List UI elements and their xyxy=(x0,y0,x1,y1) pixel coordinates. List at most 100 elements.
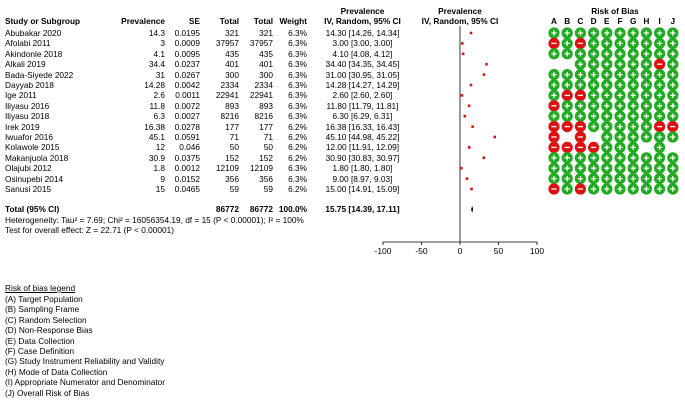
plus-icon xyxy=(604,40,610,46)
study-se: 0.0072 xyxy=(174,100,200,111)
total-ci: 15.75 [14.39, 17.11] xyxy=(325,204,400,215)
plus-icon xyxy=(551,92,557,98)
plus-icon xyxy=(564,82,570,88)
plus-icon xyxy=(657,40,663,46)
study-ci: 4.10 [4.08, 4.12] xyxy=(332,48,393,59)
plus-icon xyxy=(564,165,570,171)
study-weight: 6.3% xyxy=(288,111,307,122)
plus-icon xyxy=(564,103,570,109)
plus-icon xyxy=(630,51,636,57)
study-prevalence: 4.1 xyxy=(153,48,165,59)
study-ci: 14.28 [14.27, 14.29] xyxy=(325,80,400,90)
x-tick-label: -50 xyxy=(415,246,428,256)
study-name: Kolawole 2015 xyxy=(5,142,60,153)
total-label: Total (95% CI) xyxy=(5,204,60,215)
study-marker xyxy=(461,42,464,45)
plus-icon xyxy=(604,155,610,161)
plus-icon xyxy=(643,165,649,171)
rob-letter-D: D xyxy=(590,16,597,26)
study-name: Iliyasu 2018 xyxy=(5,111,50,122)
plus-icon xyxy=(643,113,649,119)
plus-icon xyxy=(657,51,663,57)
study-total-2: 50 xyxy=(263,142,273,153)
plus-icon xyxy=(591,103,597,109)
plus-icon xyxy=(657,113,663,119)
plus-icon xyxy=(643,155,649,161)
plus-icon xyxy=(591,176,597,182)
plus-icon xyxy=(577,103,583,109)
plus-icon xyxy=(630,144,636,150)
plus-icon xyxy=(577,72,583,78)
plus-icon xyxy=(670,92,676,98)
plus-icon xyxy=(670,155,676,161)
rob-letter-G: G xyxy=(629,16,637,26)
study-se: 0.0591 xyxy=(174,132,200,142)
study-marker xyxy=(471,125,474,128)
study-total-1: 71 xyxy=(229,132,239,142)
plus-icon xyxy=(617,51,623,57)
plus-icon xyxy=(617,165,623,171)
study-prevalence: 14.28 xyxy=(144,80,165,90)
study-name: Dayyab 2018 xyxy=(5,80,54,90)
plus-icon xyxy=(617,40,623,46)
study-ci: 6.30 [6.29, 6.31] xyxy=(332,111,393,122)
plus-icon xyxy=(591,61,597,67)
rob-letter-B: B xyxy=(564,16,571,26)
plus-icon xyxy=(577,165,583,171)
plus-icon xyxy=(657,103,663,109)
plus-icon xyxy=(630,113,636,119)
plus-icon xyxy=(657,92,663,98)
plus-icon xyxy=(604,113,610,119)
header-total-1: Total xyxy=(219,16,239,26)
study-se: 0.046 xyxy=(179,142,200,153)
study-marker xyxy=(469,31,473,35)
plus-icon xyxy=(551,113,557,119)
plus-icon xyxy=(617,176,623,182)
study-ci: 31.00 [30.95, 31.05] xyxy=(325,69,400,80)
plus-icon xyxy=(643,186,649,192)
study-ci: 3.00 [3.00, 3.00] xyxy=(332,38,393,49)
study-total-1: 177 xyxy=(225,121,239,132)
rob-letter-J: J xyxy=(670,16,676,26)
plus-icon xyxy=(630,82,636,88)
header-total-2: Total xyxy=(253,16,273,26)
forest-plot-chart: -100 -50 0 50 100 xyxy=(374,26,679,256)
study-se: 0.0095 xyxy=(174,48,200,59)
study-name: Sanusi 2015 xyxy=(5,184,52,194)
plus-icon xyxy=(630,165,636,171)
plus-icon xyxy=(551,30,557,36)
study-weight: 6.3% xyxy=(288,28,307,38)
plus-icon xyxy=(643,51,649,57)
plus-icon xyxy=(617,155,623,161)
study-prevalence: 14.3 xyxy=(148,28,165,38)
plus-icon xyxy=(604,165,610,171)
plus-icon xyxy=(564,30,570,36)
header-rob-title: Risk of Bias xyxy=(591,6,639,16)
header-effect-top: Prevalence xyxy=(340,6,385,16)
study-weight: 6.3% xyxy=(288,69,307,80)
x-tick-label: 100 xyxy=(530,246,544,256)
legend-item: (H) Mode of Data Collection xyxy=(5,366,108,377)
study-se: 0.0267 xyxy=(174,69,200,80)
study-total-2: 321 xyxy=(259,28,273,38)
rob-letter-H: H xyxy=(643,16,650,26)
plus-icon xyxy=(577,113,583,119)
header-effect-bottom: IV, Random, 95% CI xyxy=(324,16,401,26)
plus-icon xyxy=(657,155,663,161)
study-total-1: 321 xyxy=(225,28,239,38)
study-name: Ige 2011 xyxy=(5,90,37,101)
study-total-2: 2334 xyxy=(254,80,273,90)
study-se: 0.0011 xyxy=(175,90,200,101)
plus-icon xyxy=(670,30,676,36)
study-name: Afolabi 2011 xyxy=(5,38,51,49)
plus-icon xyxy=(617,134,623,140)
study-marker xyxy=(461,52,465,56)
study-prevalence: 9 xyxy=(160,173,165,184)
study-total-1: 893 xyxy=(225,100,239,111)
study-weight: 6.2% xyxy=(288,184,307,194)
study-ci: 16.38 [16.33, 16.43] xyxy=(325,121,400,132)
plus-icon xyxy=(591,30,597,36)
study-ci: 9.00 [8.97, 9.03] xyxy=(332,173,393,184)
study-ci: 1.80 [1.80, 1.80] xyxy=(332,163,393,174)
study-se: 0.0278 xyxy=(174,121,200,132)
